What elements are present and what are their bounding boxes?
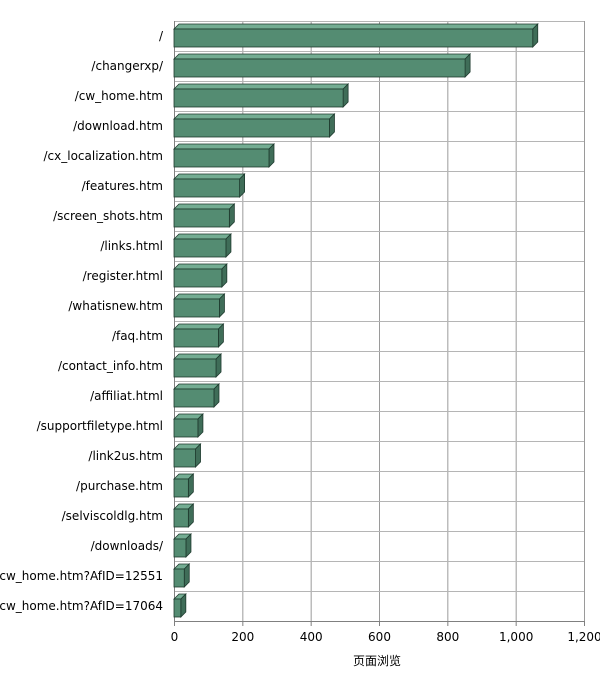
bar-top-face	[173, 233, 232, 240]
category-label: /whatisnew.htm	[68, 299, 163, 313]
bar	[173, 323, 225, 348]
bar	[173, 23, 539, 48]
bar	[173, 443, 202, 468]
bar-front-face	[173, 28, 534, 48]
bar	[173, 533, 192, 558]
bar-top-face	[173, 143, 275, 150]
bar-front-face	[173, 508, 189, 528]
category-label: /cw_home.htm	[75, 89, 163, 103]
bar	[173, 173, 246, 198]
bar-top-face	[173, 293, 226, 300]
bar-front-face	[173, 148, 270, 168]
category-label: /downloads/	[91, 539, 164, 553]
category-label: /cx_localization.htm	[44, 149, 164, 163]
bar	[173, 263, 228, 288]
x-ticks: 0 200 400 600 800 1,000 1,200	[171, 621, 600, 644]
category-label: /	[159, 29, 164, 43]
bar-top-face	[173, 383, 220, 390]
bar-front-face	[173, 418, 199, 438]
category-label: /affiliat.html	[90, 389, 163, 403]
category-label: /changerxp/	[91, 59, 164, 73]
bar-front-face	[173, 328, 219, 348]
category-label: /register.html	[83, 269, 163, 283]
category-label: /link2us.htm	[88, 449, 163, 463]
x-tick-label: 600	[368, 630, 391, 644]
category-labels: / /changerxp/ /cw_home.htm/download.htm/cx…	[0, 29, 164, 613]
bar-front-face	[173, 448, 196, 468]
bar-top-face	[173, 53, 472, 60]
bar-front-face	[173, 358, 217, 378]
bar-front-face	[173, 178, 240, 198]
bar-front-face	[173, 298, 220, 318]
category-label: /purchase.htm	[76, 479, 163, 493]
bar	[173, 383, 220, 408]
bar-front-face	[173, 268, 223, 288]
bar-top-face	[173, 323, 225, 330]
category-label: /features.htm	[82, 179, 163, 193]
category-label: /download.htm	[73, 119, 163, 133]
bar	[173, 203, 236, 228]
bar-top-face	[173, 23, 539, 30]
category-label: /supportfiletype.html	[37, 419, 163, 433]
category-label: /cw_home.htm?AfID=12551	[0, 569, 163, 583]
bars	[173, 23, 539, 618]
bar	[173, 53, 472, 78]
bar	[173, 353, 222, 378]
bar-top-face	[173, 353, 222, 360]
bar-front-face	[173, 388, 215, 408]
bar-front-face	[173, 598, 182, 618]
category-label: /cw_home.htm?AfID=17064	[0, 599, 163, 613]
bar-front-face	[173, 208, 230, 228]
bar-top-face	[173, 203, 236, 210]
x-axis-title: 页面浏览	[353, 653, 401, 668]
category-label: /links.html	[100, 239, 163, 253]
x-tick-label: 800	[436, 630, 459, 644]
bar-top-face	[173, 173, 246, 180]
x-tick-label: 1,000	[499, 630, 533, 644]
category-label: /selviscoldlg.htm	[62, 509, 163, 523]
bar	[173, 143, 275, 168]
bar	[173, 413, 204, 438]
bar-front-face	[173, 88, 344, 108]
bar-front-face	[173, 568, 185, 588]
category-label: /contact_info.htm	[58, 359, 163, 373]
bar	[173, 563, 191, 588]
bar	[173, 293, 226, 318]
bar	[173, 233, 232, 258]
grid-lines	[174, 21, 585, 625]
bar	[173, 113, 336, 138]
category-label: /faq.htm	[112, 329, 163, 343]
bar-front-face	[173, 478, 189, 498]
bar-front-face	[173, 238, 227, 258]
bar-top-face	[173, 263, 228, 270]
x-tick-label: 200	[231, 630, 254, 644]
bar-front-face	[173, 118, 330, 138]
bar-front-face	[173, 538, 187, 558]
x-tick-label: 0	[171, 630, 179, 644]
bar-top-face	[173, 113, 336, 120]
bar	[173, 83, 350, 108]
bar	[173, 473, 195, 498]
bar	[173, 593, 187, 618]
bar	[173, 503, 195, 528]
bar-top-face	[173, 83, 350, 90]
x-tick-label: 1,200	[567, 630, 600, 644]
category-label: /screen_shots.htm	[53, 209, 163, 223]
bar-front-face	[173, 58, 466, 78]
x-tick-label: 400	[300, 630, 323, 644]
